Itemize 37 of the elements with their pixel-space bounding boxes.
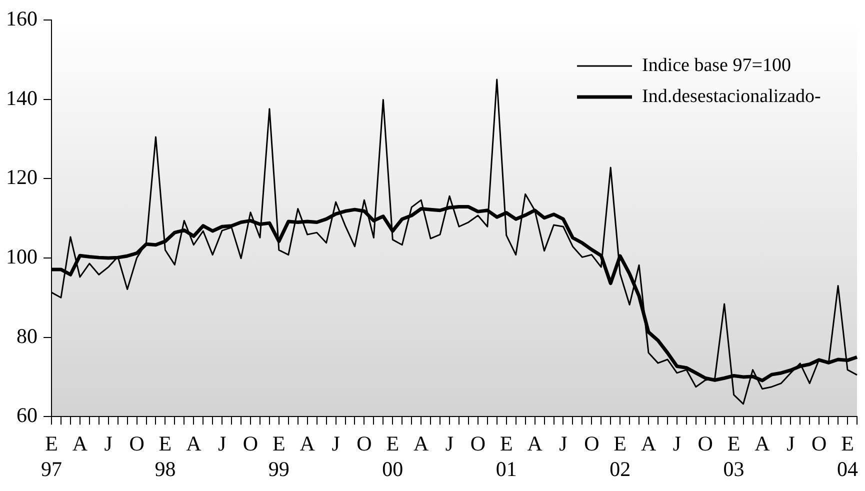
- x-tick-label: J: [445, 432, 454, 456]
- x-tick-label: E 97: [41, 432, 62, 481]
- x-tick-label: E 01: [496, 432, 517, 481]
- x-tick-label: O: [812, 432, 827, 456]
- x-tick-label: E 02: [610, 432, 631, 481]
- x-tick-label: O: [356, 432, 372, 456]
- y-tick-label: 140: [6, 86, 38, 110]
- x-tick-label: A: [527, 432, 544, 456]
- x-tick-label: A: [413, 432, 430, 456]
- legend-label: Ind.desestacionalizado-: [642, 86, 821, 107]
- x-tick-label: O: [698, 432, 713, 456]
- y-tick-label: 120: [6, 165, 38, 190]
- x-tick-label: J: [559, 432, 568, 456]
- x-tick-label: A: [186, 432, 202, 456]
- x-tick-label: A: [72, 432, 88, 456]
- x-tick-label: E 00: [382, 432, 404, 481]
- x-tick-label: J: [104, 432, 112, 456]
- x-tick-label: E 99: [268, 432, 290, 481]
- x-tick-label: O: [242, 432, 258, 456]
- x-tick-label: J: [672, 432, 682, 456]
- x-tick-label: J: [218, 432, 226, 456]
- y-tick-label: 60: [16, 403, 38, 428]
- x-tick-label: J: [786, 432, 795, 456]
- x-tick-label: J: [332, 432, 340, 456]
- x-tick-label: O: [470, 432, 486, 456]
- x-tick-label: O: [584, 432, 600, 456]
- x-tick-label: A: [300, 432, 316, 456]
- y-tick-label: 80: [16, 324, 38, 348]
- x-tick-label: E 04: [837, 432, 859, 481]
- y-tick-label: 160: [6, 6, 38, 31]
- x-tick-label: E 98: [154, 432, 176, 481]
- x-tick-label: O: [129, 432, 144, 456]
- x-tick-label: A: [754, 432, 771, 456]
- x-tick-label: E 03: [723, 432, 744, 481]
- x-tick-label: A: [640, 432, 657, 456]
- legend-label: Indice base 97=100: [642, 54, 791, 76]
- y-tick-label: 100: [6, 244, 38, 268]
